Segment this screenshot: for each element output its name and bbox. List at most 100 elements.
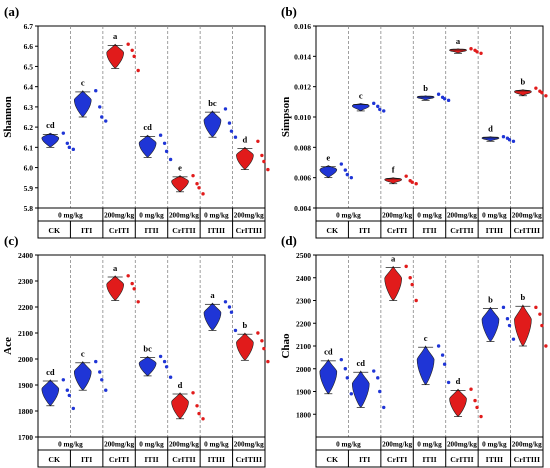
- y-tick-label: 1700: [18, 433, 33, 442]
- data-point: [162, 359, 167, 364]
- data-point: [195, 182, 199, 186]
- data-point: [201, 192, 205, 196]
- y-axis-label: Shannon: [2, 96, 14, 138]
- data-point: [158, 133, 163, 137]
- data-point: [382, 405, 386, 410]
- data-point: [349, 392, 354, 396]
- data-point: [372, 101, 376, 106]
- data-point: [126, 274, 130, 278]
- data-point: [414, 182, 418, 186]
- significance-letter: c: [81, 78, 85, 88]
- category-label: ITII: [422, 455, 436, 464]
- dose-label: 200mg/kg: [512, 441, 542, 449]
- data-point: [227, 305, 232, 309]
- y-tick-label: 2200: [296, 319, 311, 328]
- y-tick-label: 6.2: [24, 123, 34, 132]
- violin-red: [106, 275, 124, 301]
- data-point: [376, 104, 380, 109]
- data-point: [126, 42, 130, 46]
- data-point: [262, 159, 266, 164]
- violin-blue: [41, 379, 60, 407]
- data-point: [339, 162, 344, 166]
- y-tick-label: 5.9: [24, 184, 34, 193]
- data-point: [475, 50, 479, 54]
- data-point: [440, 353, 445, 357]
- data-point: [71, 406, 76, 411]
- data-point: [104, 119, 108, 123]
- data-point: [436, 344, 441, 348]
- significance-letter: cd: [143, 122, 152, 132]
- y-tick-label: 6.1: [24, 143, 34, 152]
- violin-blue: [319, 165, 338, 179]
- data-point: [227, 121, 232, 125]
- violin-blue: [319, 359, 338, 395]
- data-point: [446, 98, 451, 103]
- data-point: [67, 145, 72, 150]
- dose-label: 0 mg/kg: [336, 441, 361, 449]
- violin-blue: [203, 302, 222, 331]
- data-point: [339, 357, 344, 362]
- data-point: [223, 300, 228, 304]
- data-point: [540, 91, 544, 95]
- y-tick-label: 2400: [18, 251, 33, 260]
- data-point: [266, 359, 270, 364]
- data-point: [195, 404, 199, 408]
- data-point: [100, 378, 104, 382]
- data-point: [100, 115, 104, 119]
- data-point: [414, 298, 418, 303]
- significance-letter: b: [488, 294, 493, 304]
- data-point: [197, 411, 201, 416]
- significance-letter: a: [391, 253, 396, 263]
- y-axis-label: Chao: [280, 333, 292, 359]
- data-point: [349, 175, 354, 180]
- dose-label: 0 mg/kg: [58, 212, 83, 220]
- y-tick-label: 2300: [18, 277, 33, 286]
- y-tick-label: 0.006: [294, 174, 311, 183]
- dose-label: 0 mg/kg: [417, 212, 442, 220]
- y-tick-label: 6.4: [24, 83, 34, 92]
- data-point: [130, 48, 134, 52]
- significance-letter: d: [488, 124, 493, 134]
- dose-label: 0 mg/kg: [204, 212, 229, 220]
- significance-letter: a: [210, 290, 215, 300]
- data-point: [94, 359, 98, 364]
- plot-frame: [315, 254, 544, 438]
- violin-red: [171, 175, 189, 193]
- y-tick-label: 0.008: [294, 143, 311, 152]
- data-point: [260, 339, 264, 343]
- data-point: [479, 51, 483, 55]
- data-point: [378, 107, 382, 112]
- violin-blue: [73, 90, 92, 118]
- category-label: ITI: [359, 226, 370, 235]
- violin-blue: [351, 370, 370, 408]
- data-point: [98, 370, 102, 374]
- y-tick-label: 2400: [296, 274, 311, 283]
- category-label: CrITIII: [514, 226, 540, 235]
- data-point: [233, 135, 238, 139]
- category-label: CK: [326, 455, 338, 464]
- category-row: [37, 449, 266, 468]
- significance-letter: d: [243, 134, 248, 144]
- violin-red: [514, 304, 532, 347]
- y-tick-label: 0.010: [294, 113, 311, 122]
- significance-letter: f: [392, 165, 395, 175]
- significance-letter: b: [521, 292, 526, 302]
- data-point: [164, 149, 169, 154]
- significance-letter: bc: [143, 343, 152, 353]
- violin-red: [384, 265, 402, 301]
- category-label: ITI: [81, 226, 92, 235]
- significance-letter: c: [81, 349, 85, 359]
- data-point: [473, 398, 477, 403]
- violin-blue: [416, 345, 435, 386]
- violin-red: [449, 48, 467, 54]
- violin-blue: [41, 132, 60, 148]
- panel-label: (c): [4, 233, 18, 248]
- chart-panel-1: (a) 5.8 5.9 6.0 6.1 6.2 6.3 6.4 6.5 6.6 6.7 Shannon…: [2, 4, 270, 239]
- data-point: [132, 287, 136, 291]
- data-point: [191, 391, 195, 395]
- dose-label: 200mg/kg: [104, 441, 134, 449]
- dose-label: 200mg/kg: [447, 441, 477, 449]
- category-label: ITII: [144, 226, 158, 235]
- y-tick-label: 1900: [296, 388, 311, 397]
